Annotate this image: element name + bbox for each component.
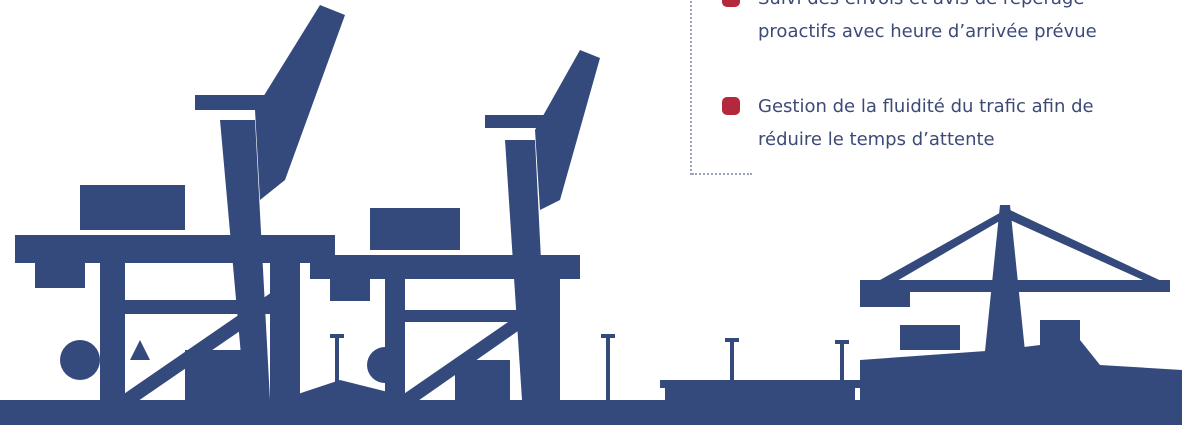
feature-text: Gestion de la fluidité du trafic afin de… (758, 90, 1094, 156)
feature-panel: Suivi des envois et avis de repérage proa… (690, 0, 1172, 175)
bullet (722, 0, 740, 7)
feature-text: Suivi des envois et avis de repérage proa… (758, 0, 1097, 48)
text-line: Gestion de la fluidité du trafic afin de (758, 96, 1094, 117)
text-line: Suivi des envois et avis de repérage (758, 0, 1097, 15)
text-line: proactifs avec heure d’arrivée prévue (758, 21, 1097, 42)
text-line: réduire le temps d’attente (758, 129, 995, 150)
bullet (722, 97, 740, 115)
